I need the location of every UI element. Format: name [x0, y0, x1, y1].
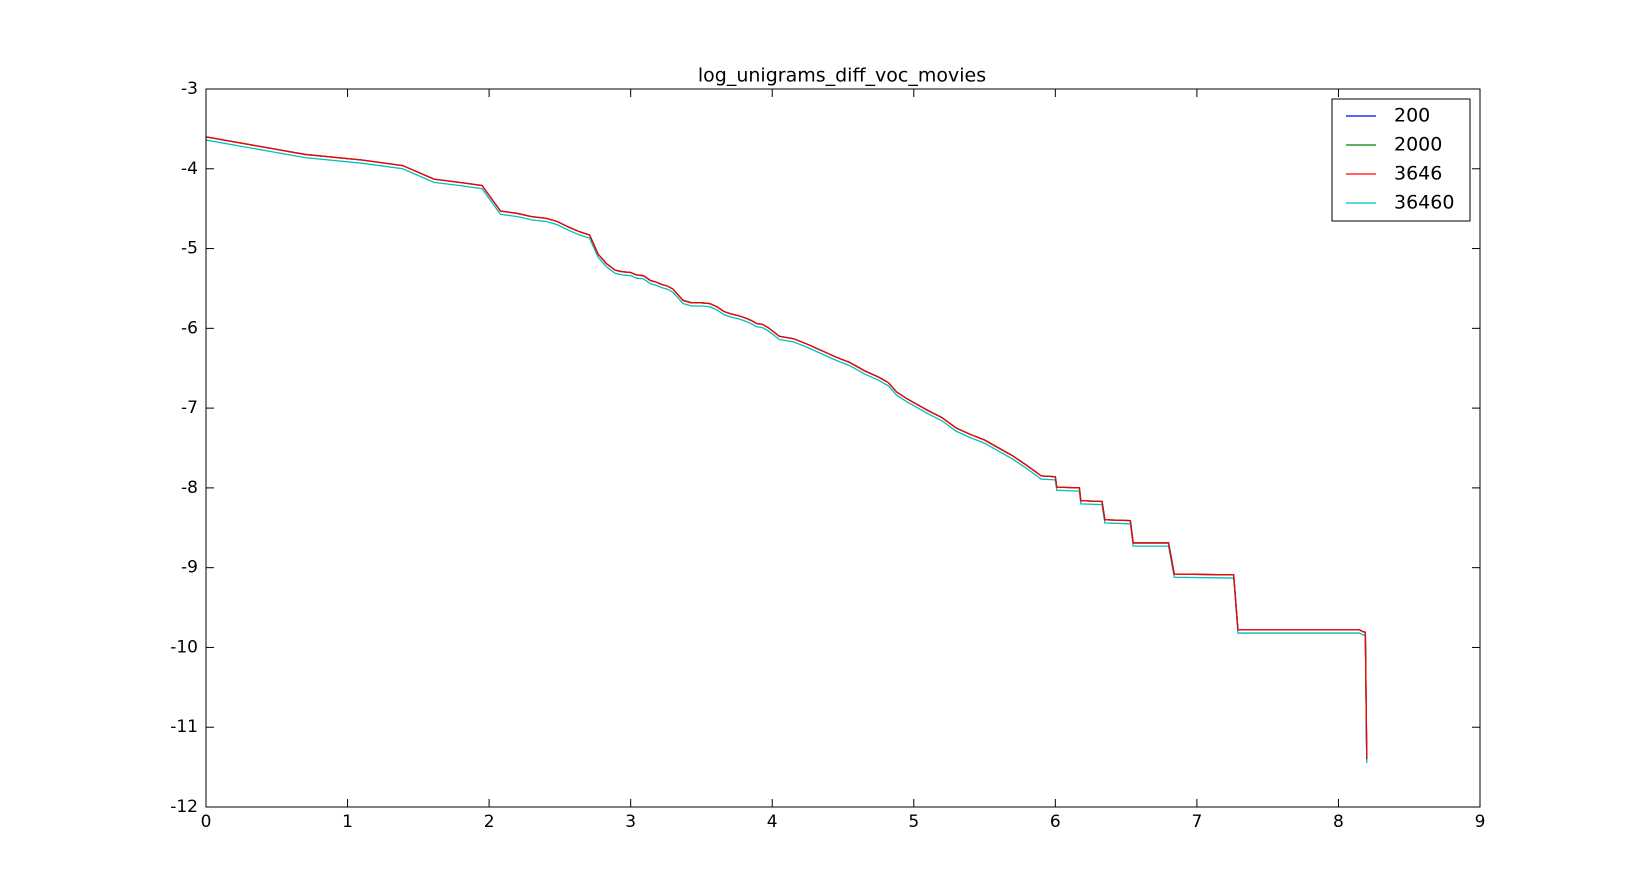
x-tick-label: 8	[1333, 812, 1344, 832]
series-line	[205, 136, 1368, 760]
y-tick-label: -4	[181, 159, 198, 179]
y-tick-label: -11	[170, 717, 198, 737]
legend-label: 2000	[1394, 134, 1442, 156]
series-line	[205, 139, 1368, 764]
legend-label: 36460	[1394, 192, 1454, 214]
x-tick-label: 4	[767, 812, 778, 832]
x-tick-label: 6	[1050, 812, 1061, 832]
legend-label: 3646	[1394, 163, 1442, 185]
plot-frame	[205, 88, 1481, 808]
x-tick-label: 0	[201, 812, 212, 832]
x-tick-label: 1	[342, 812, 353, 832]
x-tick-label: 2	[484, 812, 495, 832]
y-tick-label: -5	[181, 239, 198, 259]
x-tick-label: 7	[1191, 812, 1202, 832]
series-line	[205, 136, 1368, 760]
series-line	[205, 136, 1368, 760]
legend-label: 200	[1394, 105, 1430, 127]
y-tick-label: -3	[181, 79, 198, 99]
y-tick-label: -6	[181, 318, 198, 338]
y-tick-label: -8	[181, 478, 198, 498]
y-tick-label: -10	[170, 637, 198, 657]
y-tick-label: -12	[170, 797, 198, 817]
chart-title: log_unigrams_diff_voc_movies	[698, 65, 986, 87]
x-tick-label: 9	[1475, 812, 1486, 832]
y-tick-label: -7	[181, 398, 198, 418]
x-tick-label: 3	[625, 812, 636, 832]
x-tick-label: 5	[908, 812, 919, 832]
legend-box	[1331, 98, 1471, 222]
y-tick-label: -9	[181, 558, 198, 578]
